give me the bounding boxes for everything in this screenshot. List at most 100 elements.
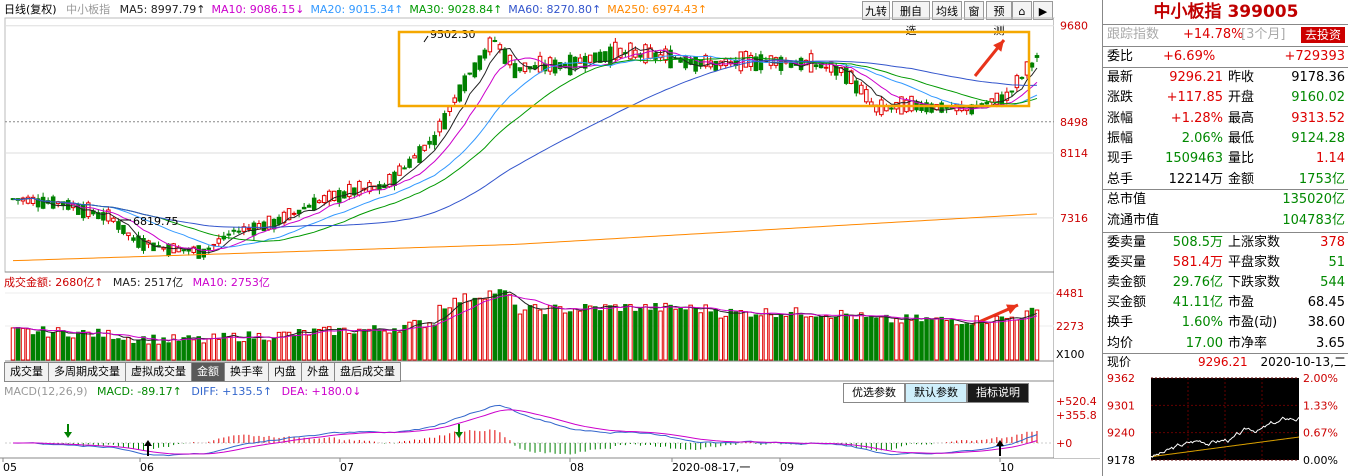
candle (532, 65, 538, 70)
candle (251, 222, 257, 236)
ma-line (12, 49, 1038, 252)
volume-bar (984, 323, 990, 361)
intraday-chart[interactable]: 9362 9301 9240 9178 2.00% 1.33% 0.67% 0.00% (1103, 372, 1348, 476)
candle (161, 247, 166, 250)
volume-bar (502, 290, 508, 361)
kline-panel[interactable]: 日线(复权) 中小板指 MA5: 8997.79↑ MA10: 9086.15↓ M… (0, 0, 1100, 476)
volume-bar (673, 308, 678, 361)
volume-bar (35, 331, 41, 361)
volume-bar (959, 324, 964, 361)
tab-2[interactable]: 虚拟成交量 (126, 362, 192, 382)
volume-bar (577, 310, 583, 361)
volume-bar (763, 308, 769, 361)
quote-l1: 换手 (1107, 315, 1134, 331)
candle (798, 57, 804, 71)
mini-tick-right: 0.67% (1303, 427, 1338, 440)
period-label: 日线(复权) (4, 3, 57, 16)
quote-v2: 9160.02 (1291, 90, 1345, 106)
candle (813, 64, 819, 68)
quote-row: 委卖量 508.5万 上涨家数 378 (1103, 233, 1348, 253)
tab-1[interactable]: 多周期成交量 (49, 362, 126, 382)
macd-button-0[interactable]: 优选参数 (843, 383, 905, 403)
high-pointer (423, 35, 429, 43)
weibi-value2: +729393 (1284, 49, 1345, 64)
mini-header: 现价 9296.21 2020-10-13,二 (1103, 353, 1348, 371)
signal-arrow-head (455, 432, 463, 438)
quote-l1: 振幅 (1107, 130, 1134, 146)
price-tick: 8498 (1060, 116, 1088, 129)
mini-tick-left: 9240 (1107, 427, 1135, 440)
tab-7[interactable]: 盘后成交量 (335, 362, 401, 382)
candle (301, 206, 307, 210)
price-frame (4, 17, 1055, 273)
volume-bar (261, 339, 267, 361)
volume-bar (944, 319, 949, 361)
quote-v2: 9178.36 (1291, 70, 1345, 85)
volume-bar (452, 297, 457, 361)
tab-3[interactable]: 金额 (192, 362, 225, 382)
x-tick: 08 (570, 461, 584, 474)
volume-bar (432, 324, 437, 361)
play-icon[interactable]: ▶ (1033, 1, 1053, 20)
invest-button[interactable]: 去投资 (1300, 27, 1345, 43)
candle (753, 56, 759, 72)
volume-bar (141, 336, 146, 361)
signal-arrow-head (144, 440, 152, 446)
quote-row: 卖金额 29.76亿 下跌家数 544 (1103, 273, 1348, 293)
quote-l2: 市净率 (1228, 335, 1268, 351)
candle (723, 58, 729, 67)
lock-icon[interactable]: ⌂ (1012, 1, 1032, 20)
volume-bar (342, 327, 347, 361)
tab-6[interactable]: 外盘 (302, 362, 335, 382)
quote-l2: 金额 (1228, 171, 1255, 187)
candle (422, 144, 427, 151)
toolbar-item[interactable]: 均线 (932, 1, 962, 20)
quote-v1: 9296.21 (1169, 70, 1223, 85)
volume-bar (598, 310, 603, 361)
volume-bar (477, 297, 483, 361)
tab-4[interactable]: 换手率 (225, 362, 269, 382)
toolbar-item[interactable]: 删自选 (892, 1, 930, 37)
macd-tick: +355.8 (1056, 409, 1097, 422)
volume-bar (30, 334, 36, 361)
volume-bar (156, 343, 161, 361)
volume-bar (698, 312, 703, 361)
volume-bar (241, 341, 247, 361)
volume-bar (974, 315, 980, 361)
volume-bar (422, 327, 427, 361)
volume-bar (226, 336, 232, 361)
volume-bar (191, 339, 196, 361)
toolbar-item[interactable]: 预测 (986, 1, 1012, 37)
macd-title: MACD(12,26,9) (4, 385, 88, 398)
macd-button-2[interactable]: 指标说明 (967, 383, 1029, 403)
candle (81, 204, 86, 219)
diff-value: DIFF: +135.5↑ (191, 385, 273, 398)
macd-button-1[interactable]: 默认参数 (905, 383, 967, 403)
volume-bar (748, 316, 754, 361)
ma-line (12, 59, 1037, 228)
volume-legend: 成交金额: 2680亿↑ MA5: 2517亿 MA10: 2753亿 (4, 275, 276, 291)
quote-l2: 平盘家数 (1228, 255, 1281, 271)
tab-0[interactable]: 成交量 (4, 362, 49, 382)
volume-bar (246, 331, 252, 361)
volume-bar (221, 332, 227, 361)
candle (276, 216, 282, 225)
volume-bar (60, 330, 66, 361)
volume-bar (547, 305, 553, 361)
volume-bar (402, 324, 407, 361)
candle (472, 62, 478, 78)
toolbar-item[interactable]: 九转 (862, 1, 890, 20)
toolbar-item[interactable]: 窗 (964, 1, 984, 20)
ma-legend-item: MA250: 6974.43↑ (607, 3, 708, 16)
candle (261, 221, 267, 232)
candle (121, 224, 126, 234)
volume-bar (121, 339, 126, 361)
mini-label: 现价 (1107, 355, 1132, 369)
candle (939, 102, 944, 113)
tab-5[interactable]: 内盘 (269, 362, 302, 382)
volume-bar (321, 326, 327, 361)
volume-arrow-head (1006, 304, 1018, 315)
candle (577, 57, 583, 64)
volume-bar (522, 309, 528, 361)
quote-v1: 29.76亿 (1172, 275, 1223, 291)
